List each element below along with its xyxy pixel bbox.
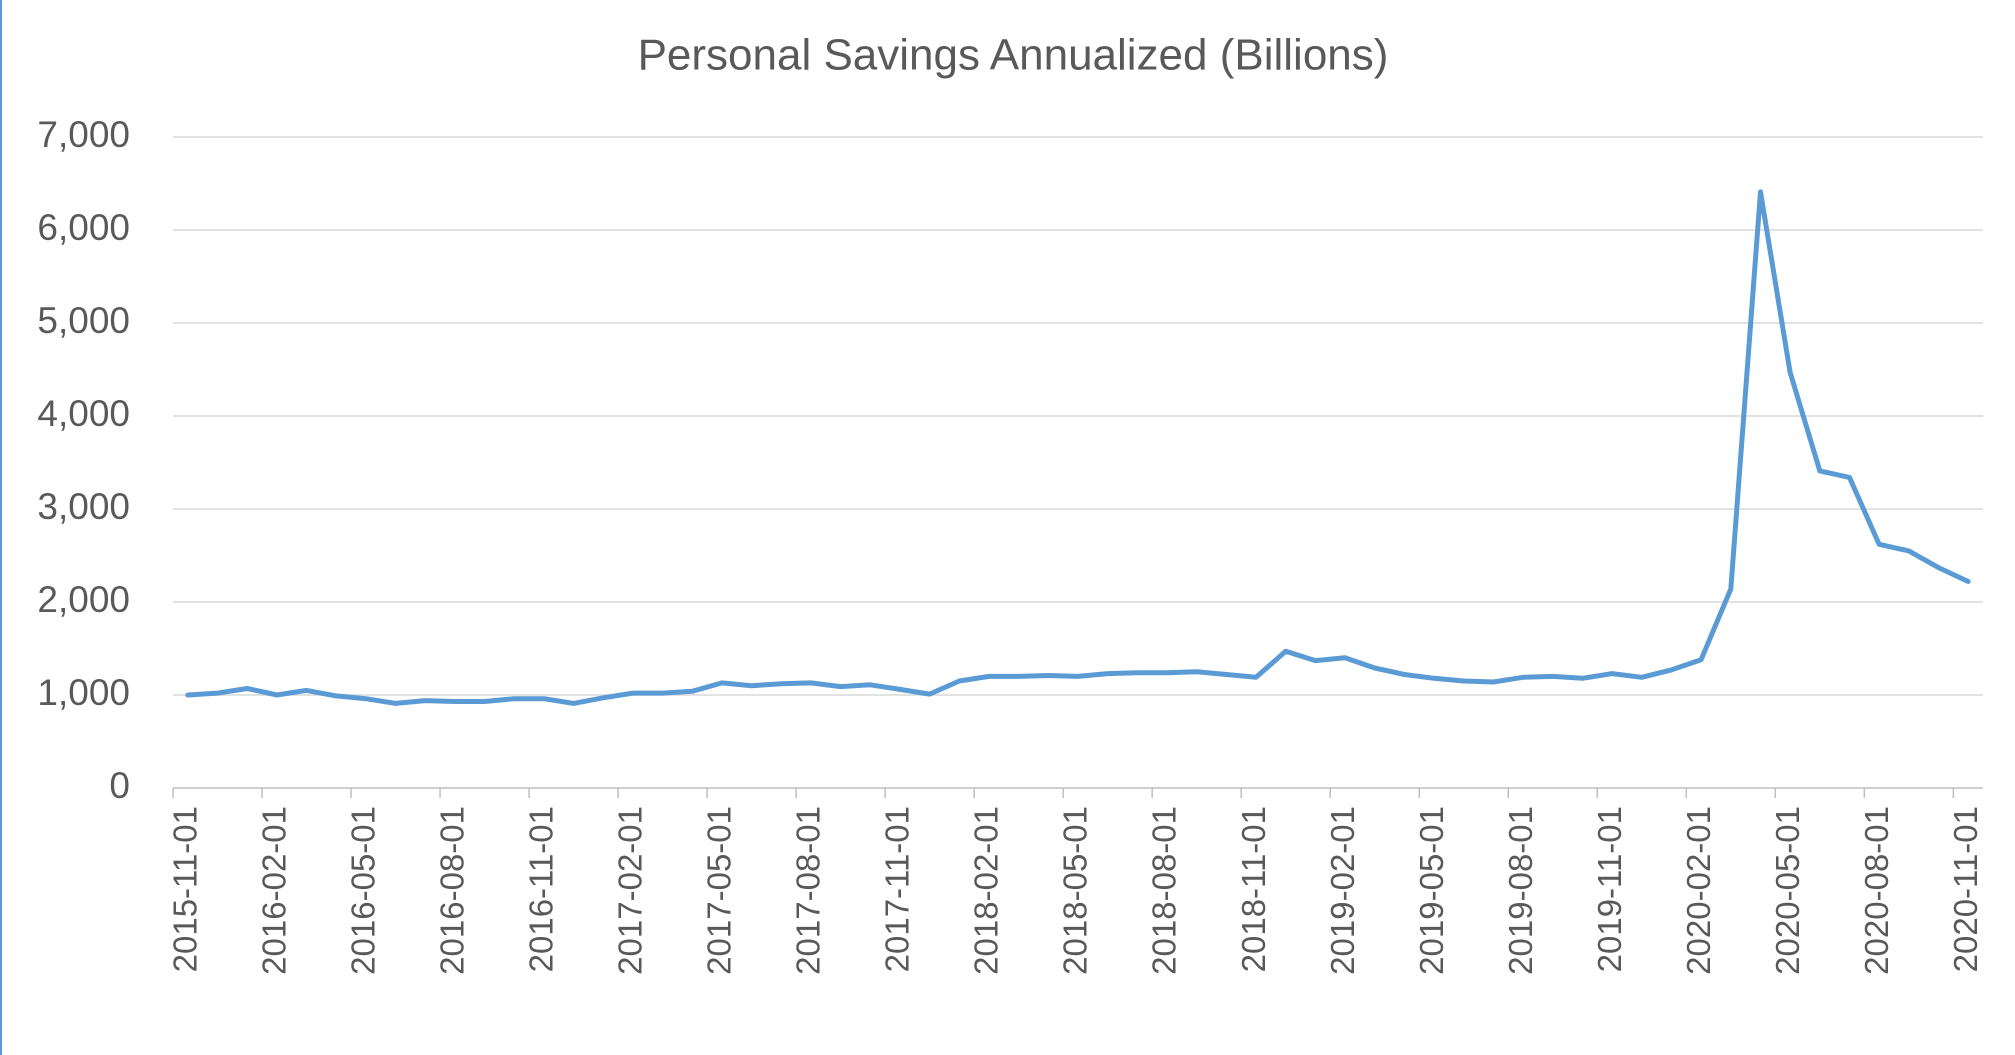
y-tick-label: 4,000 bbox=[37, 393, 130, 434]
x-tick-label: 2017-08-01 bbox=[790, 806, 827, 975]
chart-title: Personal Savings Annualized (Billions) bbox=[638, 31, 1389, 80]
x-tick-label: 2015-11-01 bbox=[167, 806, 204, 972]
x-tick-label: 2017-05-01 bbox=[701, 806, 738, 975]
x-tick-label: 2020-02-01 bbox=[1680, 806, 1717, 975]
x-tick-label: 2017-02-01 bbox=[612, 806, 649, 975]
y-tick-label: 3,000 bbox=[37, 486, 130, 527]
x-tick-label: 2020-05-01 bbox=[1769, 806, 1806, 975]
x-tick-label: 2018-08-01 bbox=[1146, 806, 1183, 975]
x-tick-label: 2019-08-01 bbox=[1502, 806, 1539, 975]
data-line bbox=[185, 189, 1971, 706]
y-tick-label: 2,000 bbox=[37, 579, 130, 620]
x-tick-label: 2016-05-01 bbox=[345, 806, 382, 975]
x-tick-label: 2018-11-01 bbox=[1235, 806, 1272, 972]
x-tick-label: 2019-02-01 bbox=[1324, 806, 1361, 975]
x-tick-label: 2018-02-01 bbox=[968, 806, 1005, 975]
x-tick-label: 2019-05-01 bbox=[1413, 806, 1450, 975]
y-tick-label: 1,000 bbox=[37, 672, 130, 713]
x-tick-label: 2017-11-01 bbox=[879, 806, 916, 972]
y-tick-label: 5,000 bbox=[37, 300, 130, 341]
y-tick-label: 0 bbox=[109, 765, 130, 806]
x-tick-label: 2016-11-01 bbox=[523, 806, 560, 972]
x-tick-label: 2019-11-01 bbox=[1591, 806, 1628, 972]
y-tick-label: 7,000 bbox=[37, 114, 130, 155]
x-tick-label: 2020-11-01 bbox=[1947, 806, 1984, 972]
x-tick-label: 2018-05-01 bbox=[1057, 806, 1094, 975]
x-tick-label: 2016-02-01 bbox=[256, 806, 293, 975]
y-tick-label: 6,000 bbox=[37, 207, 130, 248]
x-tick-label: 2020-08-01 bbox=[1858, 806, 1895, 975]
x-tick-label: 2016-08-01 bbox=[434, 806, 471, 975]
